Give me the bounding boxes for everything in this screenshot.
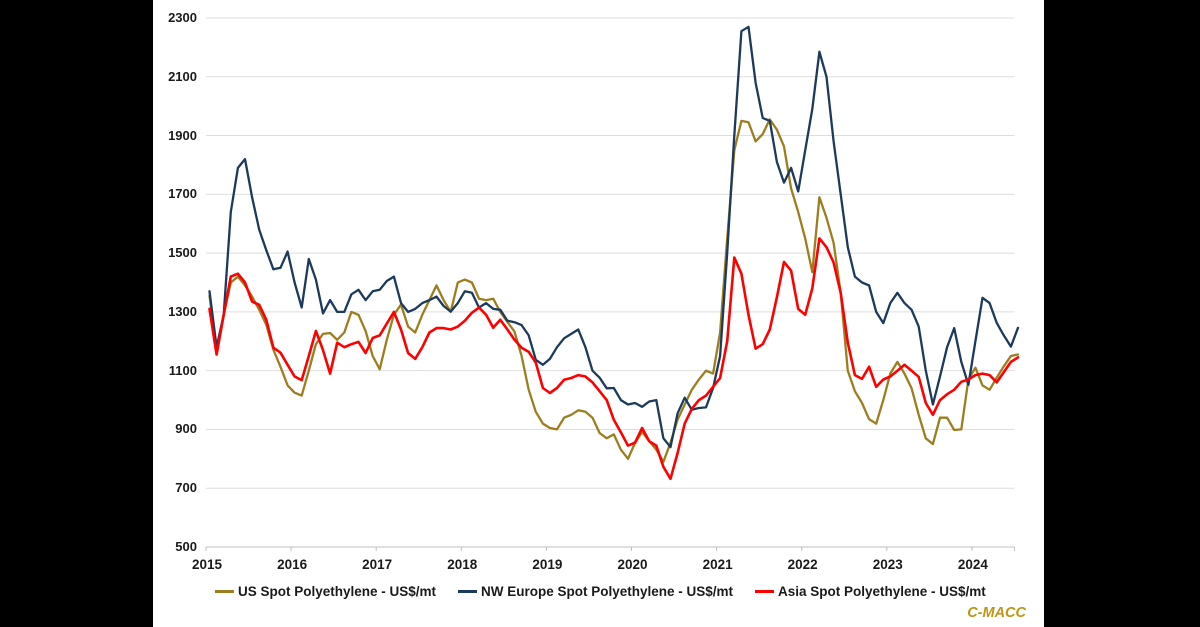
x-axis-label-2020: 2020	[617, 557, 648, 572]
x-axis-label-2015: 2015	[191, 557, 223, 572]
x-axis-label-2018: 2018	[447, 557, 478, 572]
y-axis-label-500: 500	[175, 539, 197, 554]
y-axis-label-700: 700	[175, 480, 197, 496]
chart-canvas	[153, 0, 1044, 627]
x-axis-label-2016: 2016	[277, 557, 308, 572]
x-axis-label-2023: 2023	[872, 557, 903, 572]
y-axis-label-1900: 1900	[168, 127, 197, 143]
right-letterbox-bar	[1044, 0, 1200, 627]
c-macc-brand-mark: C-MACC	[967, 605, 1026, 621]
y-axis-label-1100: 1100	[168, 362, 197, 378]
y-axis-label-2300: 2300	[168, 10, 197, 25]
x-axis-label-2022: 2022	[787, 557, 818, 572]
y-axis-label-900: 900	[175, 421, 197, 437]
series-line-us	[208, 118, 1020, 463]
y-axis-label-1300: 1300	[168, 303, 197, 319]
y-axis-label-1700: 1700	[168, 186, 197, 202]
x-axis-label-2024: 2024	[957, 557, 988, 572]
left-letterbox-bar	[0, 0, 153, 627]
series-line-asia	[208, 237, 1020, 481]
x-axis-label-2017: 2017	[362, 557, 393, 572]
series-line-nw-europe	[208, 25, 1020, 449]
y-axis-label-2100: 2100	[168, 68, 197, 84]
x-axis-label-2021: 2021	[702, 557, 733, 572]
y-axis-label-1500: 1500	[168, 245, 197, 261]
x-axis-label-2019: 2019	[532, 557, 563, 572]
